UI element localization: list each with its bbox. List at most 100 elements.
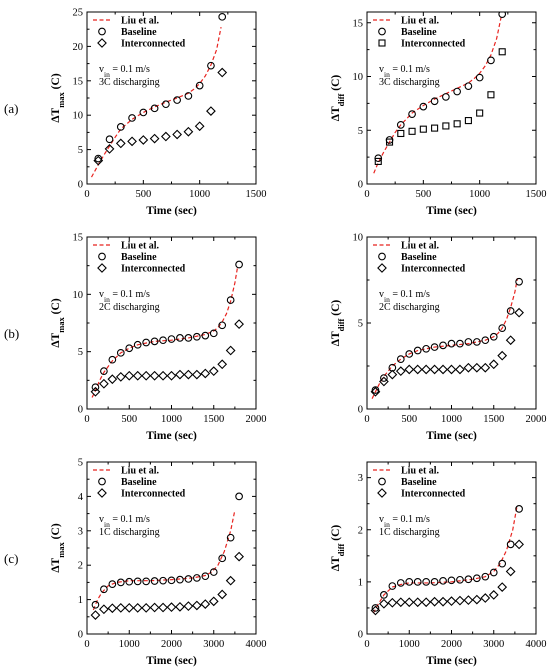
- interconnected-point: [141, 602, 152, 613]
- interconnected-point: [107, 374, 118, 385]
- x-axis-label: Time (sec): [426, 655, 477, 667]
- interconnected-point: [370, 386, 381, 397]
- y-tick-label: 0: [78, 180, 83, 191]
- y-axis-label-sub: diff: [336, 93, 346, 106]
- chart-panel: 0 500 1000 1500 2000 0 5 10 15 Time (sec) ΔTmax (C…: [50, 233, 267, 443]
- y-axis-label: ΔTmax (C): [50, 73, 66, 122]
- annotation-v-rest: = 0.1 m/s: [110, 64, 150, 75]
- interconnected-point: [206, 106, 216, 116]
- baseline-point: [396, 355, 405, 363]
- baseline-point: [456, 575, 464, 584]
- baseline-point: [133, 577, 142, 586]
- y-axis-label-unit: (C): [330, 75, 342, 94]
- x-tick-label: 1000: [441, 414, 462, 425]
- y-tick-label: 2: [78, 561, 83, 572]
- baseline-point: [184, 92, 193, 100]
- series-liu-line: [92, 510, 236, 611]
- interconnected-point: [149, 602, 160, 613]
- interconnected-point: [208, 366, 219, 377]
- baseline-point: [408, 110, 416, 118]
- legend-entry: Liu et al.: [121, 466, 160, 477]
- interconnected-point: [429, 596, 440, 607]
- baseline-point: [195, 81, 204, 90]
- row-label: (a): [4, 101, 18, 116]
- baseline-point: [108, 580, 117, 588]
- baseline-point: [430, 578, 439, 586]
- interconnected-point: [379, 376, 389, 387]
- x-tick-label: 500: [121, 414, 137, 425]
- y-tick-label: 5: [78, 347, 83, 358]
- baseline-point: [456, 339, 464, 348]
- annotation-discharge: 2C discharging: [379, 302, 440, 313]
- baseline-point: [405, 578, 414, 586]
- y-tick-label: 1: [78, 595, 83, 606]
- y-tick-label: 5: [358, 319, 363, 330]
- y-tick-label: 10: [353, 72, 364, 83]
- data-layer: [90, 492, 244, 620]
- annotation-velocity: vin = 0.1 m/s: [99, 514, 150, 529]
- baseline-point: [100, 367, 108, 376]
- interconnected-point: [397, 129, 405, 138]
- interconnected-point: [115, 138, 126, 149]
- series-liu-line: [90, 27, 222, 178]
- interconnected-point: [408, 127, 416, 135]
- interconnected-point: [138, 135, 149, 145]
- interconnected-point: [166, 602, 177, 613]
- x-axis-label: Time (sec): [146, 430, 197, 442]
- baseline-point: [133, 340, 142, 349]
- interconnected-point: [464, 117, 472, 125]
- y-axis-label: ΔTdiff (C): [330, 75, 346, 122]
- baseline-point: [116, 348, 125, 357]
- y-axis-label-unit: (C): [50, 298, 62, 317]
- baseline-point: [150, 104, 159, 113]
- baseline-point: [498, 559, 507, 568]
- x-tick-label: 1000: [161, 414, 182, 425]
- y-axis-label: ΔTdiff (C): [330, 300, 346, 347]
- baseline-point: [139, 108, 148, 117]
- interconnected-point: [395, 366, 406, 377]
- annotation-v: v: [379, 514, 384, 525]
- interconnected-point: [183, 601, 194, 612]
- interconnected-point: [234, 319, 244, 330]
- chart-panel: 0 1000 2000 3000 4000 0 1 2 3 Time (sec) ΔTdiff (C…: [330, 461, 547, 667]
- baseline-point: [388, 582, 397, 590]
- interconnected-point: [412, 597, 423, 608]
- baseline-point: [498, 12, 507, 18]
- x-tick-label: 1500: [483, 414, 504, 425]
- interconnected-point: [446, 596, 457, 607]
- legend-entry: Baseline: [121, 27, 157, 38]
- baseline-point: [506, 540, 515, 549]
- interconnected-point: [158, 602, 168, 613]
- baseline-point: [413, 578, 422, 586]
- interconnected-point: [488, 590, 499, 600]
- x-axis-label: Time (sec): [146, 655, 197, 667]
- interconnected-point: [191, 600, 202, 611]
- interconnected-point: [166, 370, 177, 381]
- baseline-point: [396, 579, 405, 587]
- x-tick-label: 1000: [119, 639, 140, 650]
- baseline-point: [439, 341, 447, 350]
- baseline-point: [506, 307, 515, 315]
- baseline-point: [489, 568, 498, 577]
- interconnected-point: [412, 364, 423, 375]
- interconnected-point: [200, 599, 211, 609]
- baseline-point: [218, 554, 227, 563]
- interconnected-point: [217, 67, 228, 78]
- x-tick-label: 3000: [203, 639, 224, 650]
- baseline-point: [108, 355, 117, 364]
- x-tick-label: 4000: [246, 639, 267, 650]
- baseline-point: [515, 277, 523, 286]
- y-axis-label-unit: (C): [50, 523, 62, 542]
- baseline-point: [176, 575, 184, 584]
- baseline-point: [105, 135, 114, 144]
- interconnected-point: [488, 359, 499, 370]
- x-tick-label: 1000: [189, 189, 210, 200]
- interconnected-point: [497, 582, 508, 592]
- legend-marker: [377, 488, 387, 498]
- x-tick-label: 1500: [526, 189, 547, 200]
- legend-marker: [378, 27, 386, 36]
- baseline-point: [128, 114, 136, 122]
- baseline-point: [209, 329, 218, 338]
- y-tick-label: 1: [358, 577, 363, 588]
- baseline-point: [142, 338, 150, 347]
